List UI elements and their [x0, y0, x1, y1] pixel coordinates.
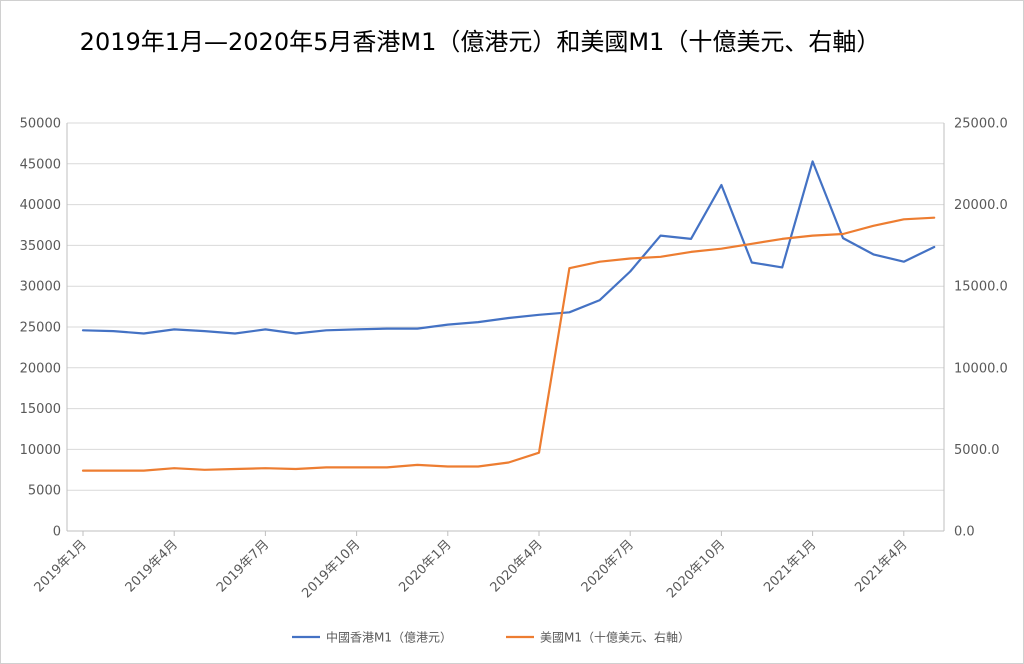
y-axis-left-ticks: 0 5000 10000 15000 20000 25000 30000 35000 40000…: [20, 117, 61, 540]
x-tick-label: 2019年7月: [214, 537, 272, 595]
y-left-tick-label: 40000: [20, 198, 61, 213]
y-left-tick-label: 25000: [20, 321, 61, 336]
x-tick-label: 2021年1月: [761, 537, 819, 595]
chart-title: 2019年1月—2020年5月香港M1（億港元）和美國M1（十億美元、右軸）: [79, 28, 881, 56]
x-tick-label: 2020年4月: [488, 537, 546, 595]
y-left-tick-label: 20000: [20, 361, 61, 376]
axes: [66, 123, 945, 532]
y-axis-right-ticks: 0.0 5000.0 10000.0 15000.0 20000.0 25000.0: [954, 117, 1008, 540]
gridlines: [67, 122, 944, 491]
y-left-tick-label: 10000: [20, 443, 61, 458]
y-left-tick-label: 5000: [28, 484, 61, 499]
y-left-tick-label: 15000: [20, 402, 61, 417]
y-left-tick-label: 45000: [20, 157, 61, 172]
x-tick-label: 2019年1月: [32, 537, 90, 595]
x-tick-label: 2021年4月: [852, 537, 910, 595]
x-axis-ticks: 2019年1月 2019年4月 2019年7月 2019年10月 2020年1月 2020…: [32, 531, 911, 601]
x-tick-label: 2019年4月: [123, 537, 181, 595]
x-tick-label: 2019年10月: [299, 537, 363, 601]
y-left-tick-label: 30000: [20, 280, 61, 295]
legend-label-1: 中國香港M1（億港元）: [326, 630, 452, 645]
y-right-tick-label: 5000.0: [954, 443, 1000, 458]
y-right-tick-label: 15000.0: [954, 280, 1008, 295]
x-tick-label: 2020年1月: [396, 537, 454, 595]
y-left-tick-label: 0: [53, 525, 61, 540]
series-line-2: [81, 216, 936, 472]
y-left-tick-label: 35000: [20, 239, 61, 254]
series-line-1: [81, 160, 936, 335]
legend: 中國香港M1（億港元） 美國M1（十億美元、右軸）: [292, 630, 690, 645]
legend-label-2: 美國M1（十億美元、右軸）: [540, 630, 690, 645]
x-tick-label: 2020年7月: [579, 537, 637, 595]
x-tick-label: 2020年10月: [664, 537, 728, 601]
y-right-tick-label: 10000.0: [954, 361, 1008, 376]
y-right-tick-label: 25000.0: [954, 117, 1008, 132]
y-right-tick-label: 20000.0: [954, 198, 1008, 213]
series-lines: [81, 160, 936, 472]
y-left-tick-label: 50000: [20, 117, 61, 132]
y-right-tick-label: 0.0: [954, 525, 975, 540]
